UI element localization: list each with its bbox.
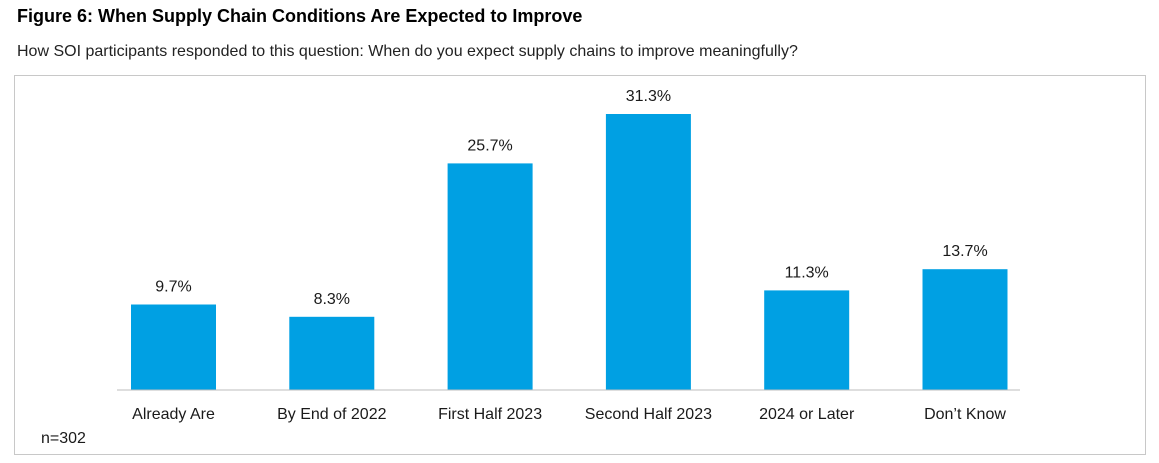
value-label-5: 13.7% — [942, 243, 987, 260]
chart-subtitle: How SOI participants responded to this q… — [17, 43, 798, 60]
sample-size-note: n=302 — [41, 430, 86, 447]
value-label-0: 9.7% — [155, 279, 191, 296]
value-label-4: 11.3% — [785, 264, 829, 281]
chart-frame — [14, 75, 1146, 455]
category-label-5: Don’t Know — [924, 406, 1006, 423]
bar-4 — [764, 290, 850, 390]
category-label-3: Second Half 2023 — [585, 406, 712, 423]
category-label-2: First Half 2023 — [438, 406, 542, 423]
bar-2 — [447, 163, 533, 390]
bar-5 — [922, 269, 1008, 390]
bar-3 — [605, 114, 691, 390]
category-label-1: By End of 2022 — [277, 406, 387, 423]
value-label-2: 25.7% — [467, 137, 512, 154]
bar-1 — [289, 316, 375, 390]
bar-0 — [131, 304, 216, 390]
value-labels-group: 9.7% 8.3% 25.7% 31.3% 11.3% 13.7% — [155, 88, 987, 308]
category-label-0: Already Are — [132, 406, 215, 423]
value-label-1: 8.3% — [314, 291, 350, 308]
bars-group — [131, 114, 1008, 390]
chart-title: Figure 6: When Supply Chain Conditions A… — [17, 6, 583, 26]
category-label-4: 2024 or Later — [759, 406, 855, 423]
value-label-3: 31.3% — [626, 88, 671, 105]
category-labels-group: Already Are By End of 2022 First Half 2023… — [132, 406, 1006, 423]
